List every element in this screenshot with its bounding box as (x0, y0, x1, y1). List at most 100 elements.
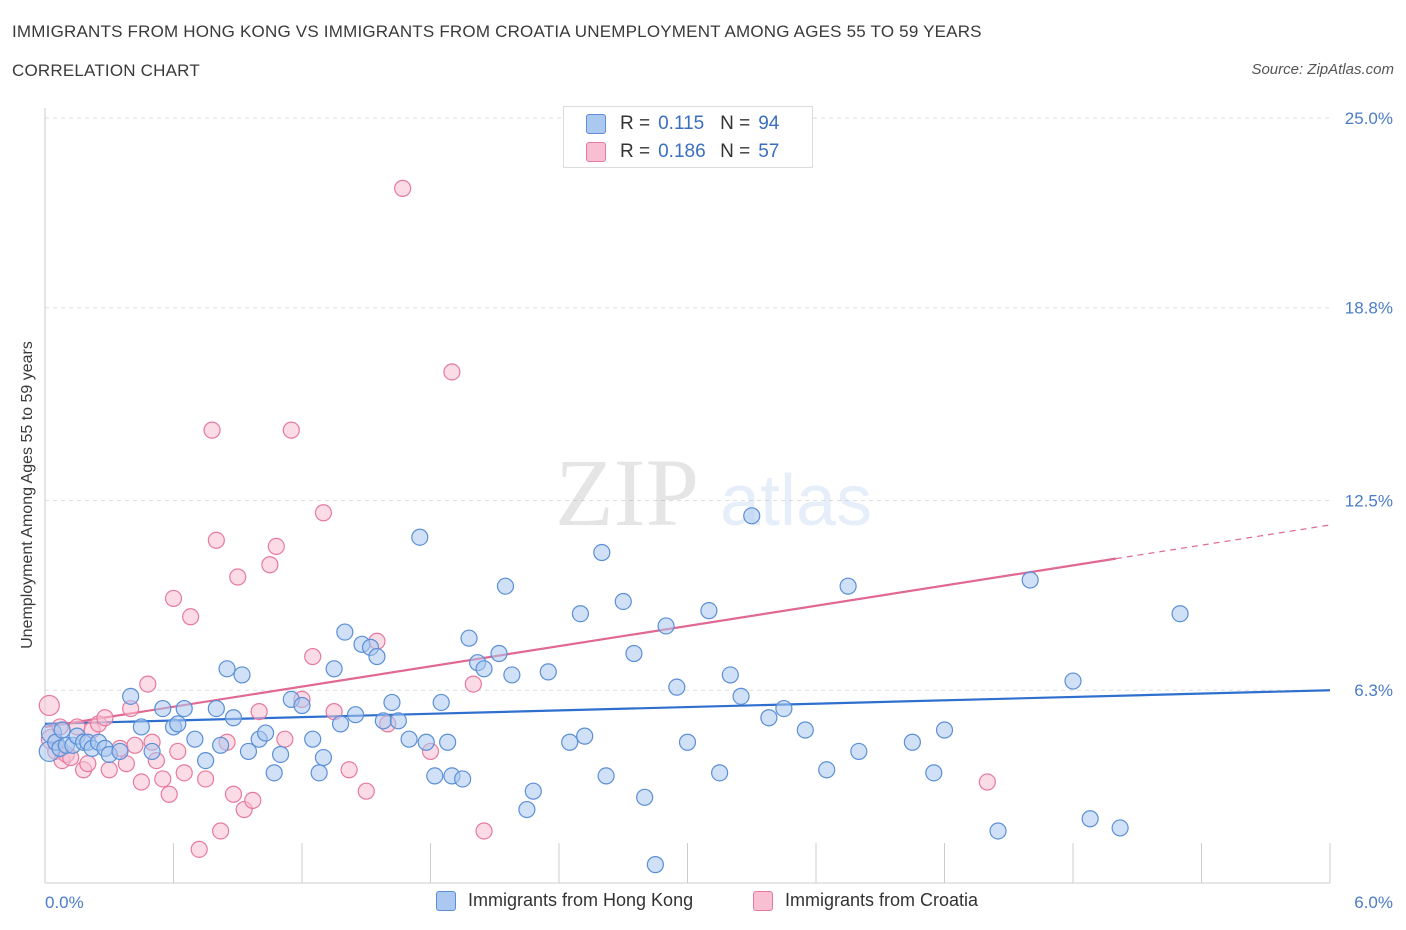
data-point-croatia (282, 421, 300, 439)
data-point-hong-kong (314, 748, 333, 767)
data-point-croatia (38, 694, 60, 717)
data-point-croatia (96, 709, 114, 727)
data-point-hong-kong (678, 733, 697, 751)
data-point-croatia (212, 822, 230, 840)
grid-lines (45, 117, 1330, 691)
data-point-hong-kong (935, 721, 954, 739)
watermark: ZIP atlas (555, 439, 872, 546)
bottom-legend-swatch-hong-kong (436, 890, 456, 911)
data-point-hong-kong (818, 761, 836, 779)
data-point-croatia (267, 537, 285, 556)
data-point-hong-kong (503, 666, 521, 684)
data-point-hong-kong (439, 733, 457, 751)
data-point-hong-kong (576, 727, 594, 745)
data-point-hong-kong (668, 678, 686, 696)
data-point-hong-kong (1021, 571, 1039, 589)
data-point-hong-kong (657, 617, 675, 635)
data-point-hong-kong (218, 660, 236, 678)
bottom-legend-label-croatia: Immigrants from Croatia (785, 890, 979, 910)
data-point-hong-kong (475, 660, 493, 678)
data-point-hong-kong (325, 660, 343, 678)
data-point-hong-kong (271, 745, 290, 764)
data-point-croatia (154, 770, 172, 788)
data-point-hong-kong (850, 742, 868, 761)
data-point-hong-kong (336, 623, 354, 641)
legend-n-value: 94 (758, 113, 780, 134)
data-point-hong-kong (383, 693, 401, 712)
data-point-hong-kong (122, 687, 140, 705)
watermark-zip: ZIP (555, 439, 699, 546)
data-point-croatia (169, 742, 187, 761)
data-point-hong-kong (732, 687, 750, 705)
legend-swatch-hong-kong (586, 114, 606, 134)
data-point-hong-kong (743, 507, 761, 525)
data-point-hong-kong (293, 696, 311, 715)
bottom-legend-croatia: Immigrants from Croatia (753, 890, 978, 911)
data-point-hong-kong (417, 733, 435, 751)
bottom-legend-label-hong-kong: Immigrants from Hong Kong (468, 890, 694, 910)
data-point-hong-kong (903, 733, 921, 751)
data-point-croatia (357, 782, 375, 800)
data-point-hong-kong (304, 730, 322, 748)
legend-n-label: N = (720, 113, 751, 134)
data-point-croatia (164, 589, 183, 608)
data-point-hong-kong (400, 730, 418, 748)
legend-swatch-croatia (586, 142, 606, 162)
data-point-croatia (224, 785, 243, 803)
data-point-hong-kong (1171, 605, 1189, 623)
data-point-hong-kong (593, 543, 611, 562)
data-point-croatia (304, 647, 322, 666)
correlation-legend: R = 0.115 N = 94 R = 0.186 N = 57 (563, 106, 813, 168)
legend-row-croatia: R = 0.186 N = 57 (586, 141, 779, 163)
legend-n-label: N = (720, 141, 751, 162)
data-point-hong-kong (614, 592, 632, 611)
data-point-hong-kong (239, 742, 258, 761)
data-point-hong-kong (346, 706, 365, 724)
data-point-croatia (79, 755, 97, 773)
data-point-croatia (261, 556, 279, 574)
data-point-hong-kong (760, 709, 778, 727)
data-point-hong-kong (1081, 810, 1099, 828)
y-tick-label: 6.3% (1354, 681, 1393, 700)
y-tick-label: 25.0% (1345, 109, 1393, 128)
data-point-croatia (203, 421, 221, 439)
data-point-hong-kong (132, 718, 150, 736)
data-point-croatia (182, 608, 200, 626)
data-point-hong-kong (775, 699, 793, 718)
data-point-hong-kong (721, 666, 739, 684)
data-point-croatia (475, 822, 493, 840)
data-point-croatia (100, 761, 118, 779)
data-point-hong-kong (711, 764, 729, 782)
data-point-hong-kong (432, 693, 450, 712)
data-point-hong-kong (597, 767, 615, 785)
data-point-croatia (197, 770, 215, 788)
data-point-hong-kong (265, 764, 283, 782)
data-point-hong-kong (224, 709, 243, 727)
data-point-hong-kong (374, 712, 392, 730)
data-point-hong-kong (186, 730, 204, 748)
y-tick-label: 18.8% (1345, 299, 1393, 318)
data-point-hong-kong (1111, 819, 1129, 837)
data-point-croatia (126, 736, 144, 754)
data-point-hong-kong (389, 712, 407, 730)
data-point-hong-kong (636, 788, 654, 806)
chart-subtitle: CORRELATION CHART (12, 61, 200, 80)
data-point-hong-kong (454, 770, 472, 788)
data-point-croatia (314, 504, 333, 522)
data-point-hong-kong (646, 856, 664, 874)
watermark-atlas: atlas (720, 461, 872, 541)
data-point-croatia (175, 764, 193, 782)
data-point-hong-kong (426, 767, 444, 785)
data-point-hong-kong (989, 822, 1007, 840)
data-point-hong-kong (839, 577, 857, 595)
data-point-croatia (190, 840, 208, 858)
data-point-hong-kong (154, 699, 172, 718)
legend-r-value: 0.115 (658, 113, 705, 134)
data-point-croatia (160, 785, 178, 803)
data-point-croatia (340, 761, 358, 779)
data-point-croatia (394, 179, 412, 197)
data-point-hong-kong (53, 721, 71, 739)
data-point-hong-kong (490, 644, 508, 663)
data-point-hong-kong (111, 742, 129, 761)
